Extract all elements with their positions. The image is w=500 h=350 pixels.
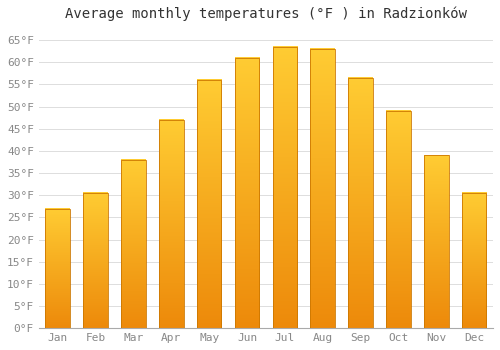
Bar bbox=[46, 209, 70, 328]
Bar bbox=[234, 58, 260, 328]
Bar bbox=[462, 193, 486, 328]
Bar bbox=[310, 49, 335, 328]
Bar bbox=[197, 80, 222, 328]
Bar bbox=[386, 111, 410, 328]
Bar bbox=[348, 78, 373, 328]
Bar bbox=[121, 160, 146, 328]
Bar bbox=[424, 155, 448, 328]
Bar bbox=[159, 120, 184, 328]
Bar bbox=[272, 47, 297, 328]
Title: Average monthly temperatures (°F ) in Radzionków: Average monthly temperatures (°F ) in Ra… bbox=[65, 7, 467, 21]
Bar bbox=[84, 193, 108, 328]
